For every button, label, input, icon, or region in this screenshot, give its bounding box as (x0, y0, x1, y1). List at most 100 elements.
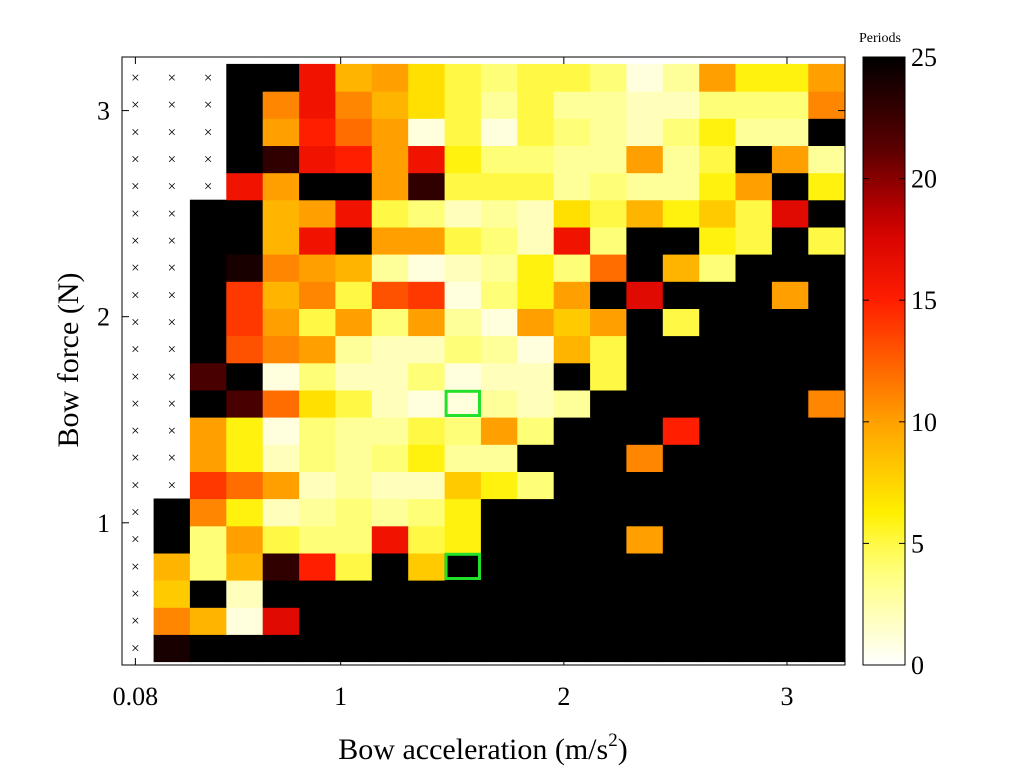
heatmap-cell (444, 199, 482, 228)
y-tick-label: 1 (97, 509, 110, 538)
heatmap-cell (444, 91, 482, 119)
heatmap-cell (444, 580, 482, 608)
heatmap-cell (262, 254, 300, 282)
missing-marker: × (168, 125, 176, 141)
heatmap-cell (662, 226, 700, 255)
heatmap-cell (553, 471, 591, 500)
heatmap-cell (553, 118, 591, 146)
heatmap-cell (590, 634, 628, 663)
heatmap-cell (662, 254, 700, 282)
heatmap-cell (735, 335, 773, 364)
heatmap-cell (408, 226, 446, 255)
heatmap-cell (735, 254, 773, 282)
heatmap-cell (408, 417, 446, 445)
heatmap-cell (408, 254, 446, 282)
heatmap-cell (371, 63, 409, 92)
heatmap-cell (299, 226, 337, 255)
heatmap-cell (590, 91, 628, 119)
heatmap-cell (226, 281, 264, 309)
heatmap-cell (517, 634, 555, 663)
heatmap-cell (699, 118, 737, 146)
heatmap-cell (590, 471, 628, 500)
heatmap-cell (590, 118, 628, 146)
heatmap-cell (444, 254, 482, 282)
heatmap-cell (335, 607, 373, 635)
missing-marker: × (168, 315, 176, 331)
heatmap-cell (444, 634, 482, 663)
heatmap-cell (590, 580, 628, 608)
heatmap-cell (771, 118, 809, 146)
heatmap-cell (226, 607, 264, 635)
missing-marker: × (131, 451, 139, 467)
heatmap-cell (480, 63, 518, 92)
heatmap-cell (626, 145, 664, 174)
heatmap-cell (808, 389, 846, 418)
heatmap-cell (735, 471, 773, 500)
heatmap-cell (335, 254, 373, 282)
heatmap-cell (808, 308, 846, 337)
x-axis-ticks: 0.08 1 2 3 (113, 57, 793, 711)
heatmap-cell (735, 281, 773, 309)
heatmap-cell (444, 63, 482, 92)
heatmap-cell (735, 226, 773, 255)
heatmap-cell (517, 254, 555, 282)
heatmap-cell (408, 444, 446, 472)
heatmap-cell (553, 580, 591, 608)
heatmap-cell (262, 281, 300, 309)
y-axis-ticks: 1 2 3 (97, 97, 845, 538)
heatmap-cell (408, 525, 446, 554)
heatmap-cell (662, 417, 700, 445)
heatmap-cell (626, 118, 664, 146)
heatmap-cell (662, 389, 700, 418)
heatmap-cell (480, 172, 518, 201)
colorbar-ticks: 0 5 10 15 20 25 (863, 43, 937, 680)
heatmap-cell (626, 281, 664, 309)
heatmap-cell (262, 118, 300, 146)
heatmap-cell (480, 525, 518, 554)
heatmap-cell (699, 281, 737, 309)
highlighted-cell (444, 389, 482, 417)
heatmap-cell (735, 552, 773, 581)
heatmap-cell (553, 63, 591, 92)
heatmap-cell (517, 498, 555, 527)
heatmap-cell (262, 362, 300, 391)
y-axis-label: Bow force (N) (52, 273, 85, 448)
highlighted-cell (444, 552, 482, 580)
heatmap-cell (735, 362, 773, 391)
heatmap-cell (517, 145, 555, 174)
heatmap-cell (262, 552, 300, 581)
heatmap-cell (153, 525, 191, 554)
missing-marker: × (204, 125, 212, 141)
heatmap-cell (517, 172, 555, 201)
heatmap-cell (553, 226, 591, 255)
heatmap-cell (299, 335, 337, 364)
heatmap-cell (299, 525, 337, 554)
y-tick-label: 2 (97, 303, 110, 332)
heatmap-cell (699, 226, 737, 255)
heatmap-cell (226, 580, 264, 608)
heatmap-cell (662, 145, 700, 174)
heatmap-cell (808, 498, 846, 527)
heatmap-cell (299, 444, 337, 472)
heatmap-cell (808, 91, 846, 119)
heatmap-cell (771, 308, 809, 337)
heatmap-cell (408, 308, 446, 337)
missing-marker: × (131, 396, 139, 412)
heatmap-cell (590, 145, 628, 174)
heatmap-cell (480, 580, 518, 608)
heatmap-cell (735, 389, 773, 418)
heatmap-cell (662, 498, 700, 527)
heatmap-cell (808, 118, 846, 146)
heatmap-cell (735, 580, 773, 608)
heatmap-cell (553, 145, 591, 174)
heatmap-cell (699, 552, 737, 581)
heatmap-cell (735, 525, 773, 554)
heatmap-cell (553, 634, 591, 663)
heatmap-cell (626, 226, 664, 255)
heatmap-cell (480, 389, 518, 418)
heatmap-cell (662, 172, 700, 201)
heatmap-cell (444, 417, 482, 445)
heatmap-cell (517, 281, 555, 309)
heatmap-cell (771, 634, 809, 663)
heatmap-cell (299, 417, 337, 445)
